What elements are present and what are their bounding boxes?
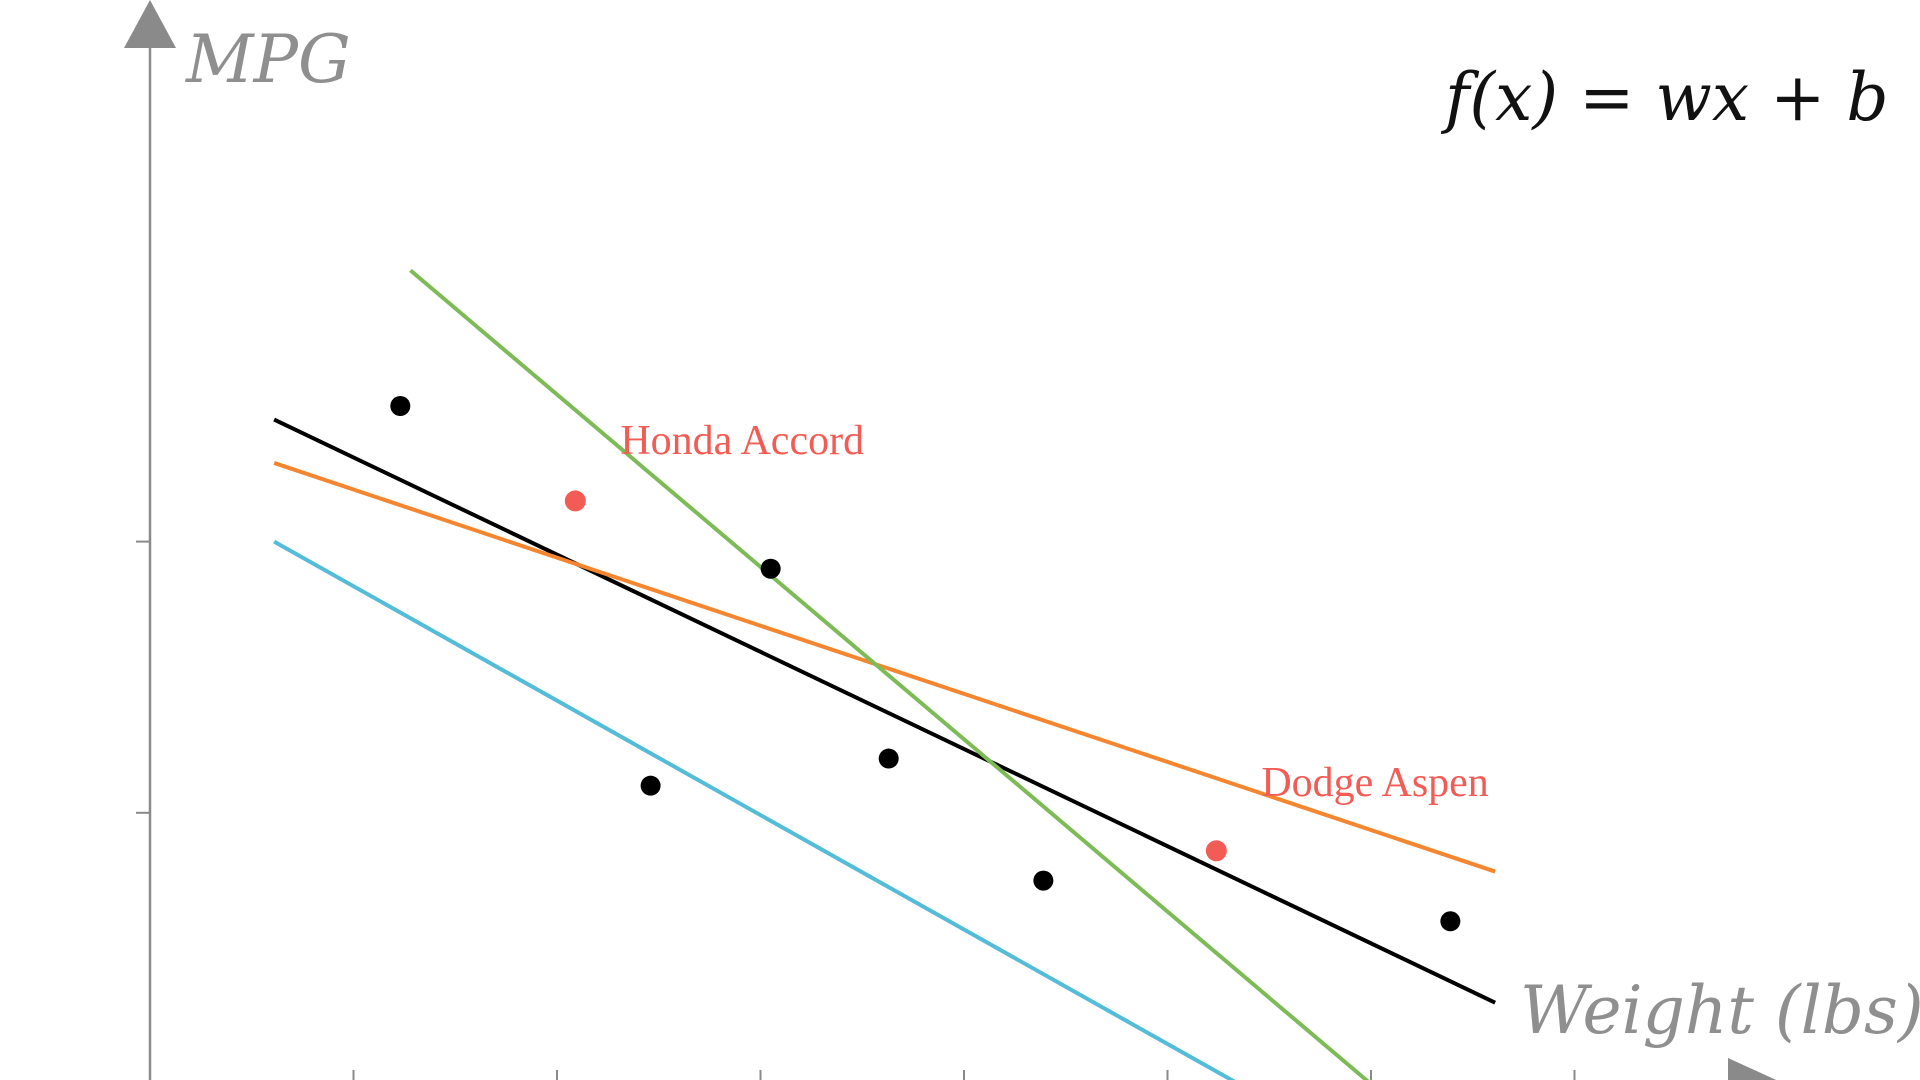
blue-fit-line xyxy=(273,539,1236,1080)
orange-fit-line xyxy=(273,461,1496,874)
formula-label: f(x) = wx + b xyxy=(1440,59,1889,136)
data-point-1 xyxy=(390,396,411,416)
green-fit-line xyxy=(409,268,1370,1080)
data-point-4 xyxy=(878,748,899,769)
highlighted-point-2 xyxy=(1205,840,1227,862)
best-fit-line xyxy=(273,417,1496,1005)
y-axis-label: MPG xyxy=(185,21,351,98)
data-point-2 xyxy=(640,775,661,796)
highlighted-point-label-1: Honda Accord xyxy=(620,418,864,464)
point-annotations: Honda Accord Dodge Aspen xyxy=(620,418,1489,806)
x-axis-arrow-icon xyxy=(1728,1058,1777,1080)
x-axis-label: Weight (lbs) xyxy=(1520,972,1920,1049)
data-point-5 xyxy=(1033,870,1054,891)
data-points xyxy=(390,396,1461,932)
y-axis-arrow-icon xyxy=(124,0,176,48)
axis-ticks xyxy=(136,540,1576,1080)
data-point-6 xyxy=(1440,911,1461,932)
data-point-3 xyxy=(760,558,781,579)
highlighted-point-1 xyxy=(564,490,586,512)
highlighted-point-label-2: Dodge Aspen xyxy=(1261,760,1488,806)
fit-lines xyxy=(273,268,1496,1080)
